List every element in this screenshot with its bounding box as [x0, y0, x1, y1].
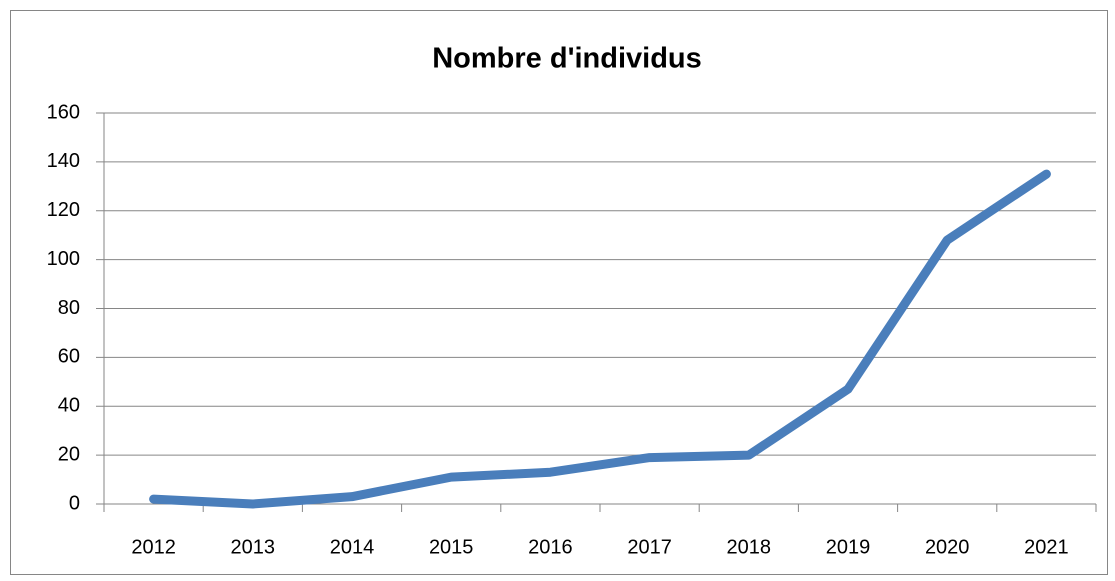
y-tick-label: 120	[47, 199, 80, 221]
x-tick-label: 2014	[330, 536, 375, 558]
x-tick-label: 2017	[627, 536, 672, 558]
x-tick-label: 2019	[826, 536, 871, 558]
y-tick-label: 60	[58, 346, 80, 368]
x-tick-label: 2020	[925, 536, 970, 558]
y-tick-label: 80	[58, 297, 80, 319]
y-tick-label: 100	[47, 248, 80, 270]
x-tick-label: 2021	[1024, 536, 1069, 558]
data-line	[149, 169, 1051, 509]
x-tick-label: 2012	[131, 536, 176, 558]
chart-title: Nombre d'individus	[432, 43, 702, 75]
y-tick-label: 0	[69, 492, 80, 514]
x-tick-label: 2015	[429, 536, 474, 558]
y-tick-label: 40	[58, 395, 80, 417]
y-tick-label: 140	[47, 150, 80, 172]
y-tick-label: 160	[47, 101, 80, 123]
chart-frame	[10, 10, 1108, 575]
x-tick-label: 2018	[727, 536, 772, 558]
y-tick-label: 20	[58, 443, 80, 465]
x-tick-label: 2016	[528, 536, 573, 558]
x-tick-label: 2013	[231, 536, 276, 558]
